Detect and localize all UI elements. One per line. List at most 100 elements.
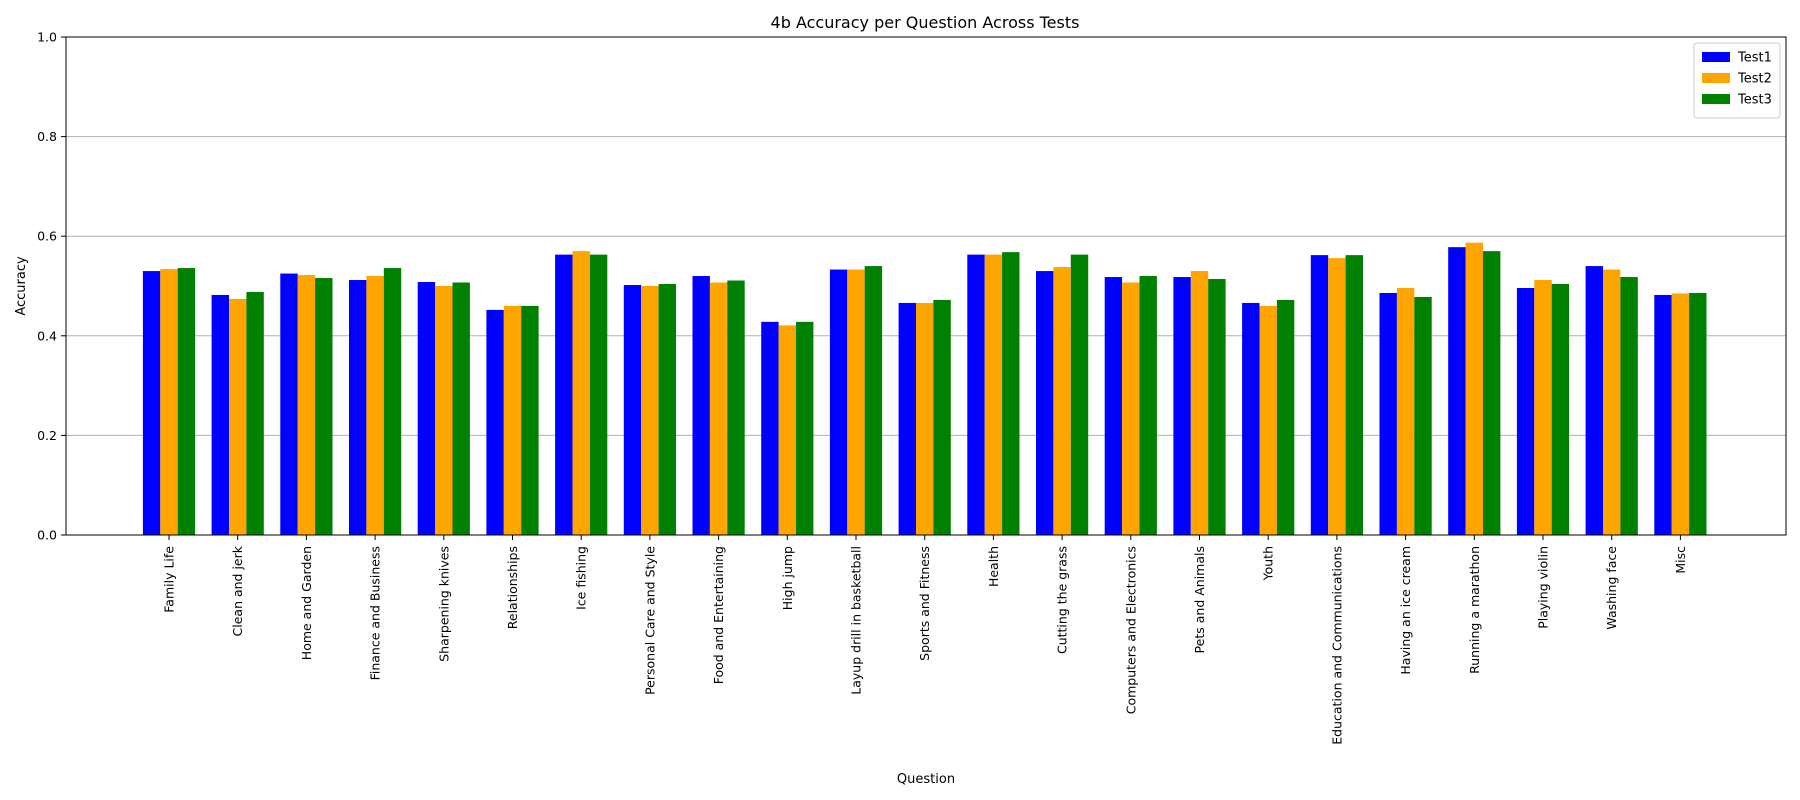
- bar-test1-4: [417, 282, 436, 535]
- bar-test1-6: [555, 254, 573, 535]
- bar-test2-4: [435, 286, 453, 535]
- bar-test2-7: [641, 286, 659, 535]
- x-tick-label: Layup drill in basketball: [849, 546, 864, 695]
- y-tick-label: 1.0: [37, 30, 57, 45]
- bar-test1-14: [1104, 277, 1123, 535]
- bar-test2-19: [1465, 242, 1483, 535]
- x-tick-label: Misc: [1673, 546, 1688, 574]
- bar-test2-18: [1396, 287, 1415, 535]
- bar-test1-13: [1036, 271, 1054, 535]
- bar-test2-20: [1534, 280, 1552, 535]
- bar-test2-12: [984, 254, 1003, 535]
- legend-swatch-test3: [1702, 94, 1730, 104]
- bar-test2-10: [847, 269, 865, 535]
- bar-test1-0: [142, 271, 161, 535]
- bar-test1-19: [1448, 247, 1466, 535]
- bar-test3-14: [1139, 276, 1157, 535]
- x-tick-label: Clean and jerk: [230, 545, 245, 636]
- bar-test3-7: [658, 284, 676, 535]
- x-tick-label: Personal Care and Style: [642, 546, 657, 695]
- bar-test3-0: [177, 268, 196, 535]
- y-tick-label: 0.0: [37, 528, 57, 543]
- bar-test1-10: [829, 269, 848, 535]
- bar-test1-16: [1242, 302, 1260, 535]
- bar-test1-2: [280, 273, 298, 535]
- x-tick-label: Relationships: [505, 546, 520, 629]
- bar-test3-13: [1070, 254, 1089, 535]
- x-tick-label: Family Life: [162, 546, 177, 613]
- bar-test2-13: [1053, 267, 1071, 535]
- bar-test3-9: [796, 321, 814, 535]
- x-tick-label: Pets and Animals: [1192, 546, 1207, 653]
- x-tick-label: Health: [986, 546, 1001, 587]
- x-tick-label: Running a marathon: [1467, 546, 1482, 674]
- bar-test1-18: [1379, 292, 1397, 535]
- bar-test1-15: [1173, 277, 1191, 535]
- bar-test3-3: [383, 268, 402, 535]
- bar-test2-1: [229, 298, 247, 535]
- bar-test1-22: [1654, 294, 1672, 535]
- legend-swatch-test2: [1702, 73, 1730, 83]
- bar-test3-5: [521, 305, 539, 535]
- x-tick-label: Cutting the grass: [1055, 546, 1070, 654]
- bar-test2-8: [709, 282, 728, 535]
- bar-test2-6: [572, 251, 590, 535]
- plot-area-frame: [65, 36, 1787, 536]
- x-tick-label: Washing face: [1604, 546, 1619, 630]
- x-tick-label: Food and Entertaining: [711, 546, 726, 684]
- bar-test1-8: [692, 276, 710, 535]
- y-tick-label: 0.6: [37, 229, 57, 244]
- bar-test3-16: [1276, 299, 1295, 535]
- x-tick-label: Sports and Fitness: [917, 546, 932, 661]
- x-tick-label: High jump: [780, 546, 795, 610]
- y-tick-label: 0.8: [37, 129, 57, 144]
- bar-test3-6: [589, 254, 608, 535]
- bar-test2-15: [1190, 271, 1209, 535]
- y-axis-ticks: 0.0 0.2 0.4 0.6 0.8 1.0: [37, 30, 66, 543]
- bar-test2-0: [160, 269, 178, 535]
- bar-test1-11: [898, 302, 916, 535]
- bar-test1-7: [623, 285, 642, 535]
- x-tick-label: Playing violin: [1536, 546, 1551, 629]
- bar-test1-5: [486, 309, 504, 535]
- bar-test2-2: [297, 275, 316, 535]
- bar-test2-21: [1603, 269, 1621, 535]
- bar-test3-17: [1345, 255, 1363, 535]
- bar-test3-15: [1208, 279, 1226, 535]
- x-tick-label: Youth: [1261, 546, 1276, 581]
- bar-test3-20: [1551, 284, 1570, 535]
- x-axis-label: Question: [897, 772, 955, 787]
- bar-test2-14: [1122, 282, 1140, 535]
- bar-test1-17: [1310, 255, 1329, 535]
- bar-test2-17: [1328, 258, 1346, 535]
- bar-test1-12: [967, 254, 985, 535]
- legend-label-test3: Test3: [1737, 93, 1772, 108]
- bar-test2-22: [1671, 293, 1690, 535]
- bar-test3-21: [1620, 277, 1638, 535]
- bar-test1-21: [1585, 266, 1603, 535]
- bar-test3-11: [933, 299, 951, 535]
- x-tick-label: Home and Garden: [299, 546, 314, 660]
- legend-label-test1: Test1: [1737, 51, 1772, 66]
- legend-label-test2: Test2: [1737, 72, 1772, 87]
- x-tick-label: Computers and Electronics: [1123, 546, 1138, 714]
- bar-test1-1: [211, 294, 229, 535]
- bar-test3-10: [864, 266, 883, 535]
- bar-test3-12: [1002, 252, 1020, 536]
- y-tick-label: 0.2: [37, 428, 57, 443]
- y-tick-label: 0.4: [37, 328, 57, 343]
- bar-test2-5: [503, 305, 522, 535]
- x-axis-ticks: Family Life Clean and jerk Home and Garden…: [162, 535, 1688, 745]
- bar-test2-16: [1259, 305, 1277, 535]
- bar-test1-9: [761, 321, 779, 535]
- y-axis-label: Accuracy: [14, 256, 29, 316]
- bar-test3-1: [246, 291, 264, 535]
- bar-test3-19: [1483, 251, 1501, 535]
- bar-test3-22: [1689, 292, 1707, 535]
- bar-test3-18: [1414, 296, 1432, 535]
- bar-test1-3: [349, 280, 367, 535]
- legend-swatch-test1: [1702, 52, 1730, 62]
- chart-title: 4b Accuracy per Question Across Tests: [771, 13, 1080, 32]
- bar-test3-8: [727, 280, 745, 535]
